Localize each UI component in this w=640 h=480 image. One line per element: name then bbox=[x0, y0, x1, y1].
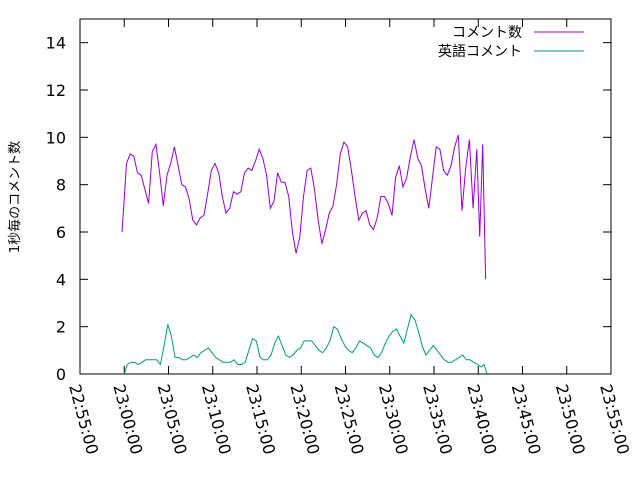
x-tick-label: 23:40:00 bbox=[463, 382, 500, 456]
x-tick-label: 23:10:00 bbox=[198, 382, 235, 456]
y-tick-label: 0 bbox=[56, 365, 66, 384]
y-tick-label: 8 bbox=[56, 176, 66, 195]
y-axis-ticks: 0 2 4 6 8 10 12 14 bbox=[46, 34, 611, 384]
series-lines bbox=[121, 134, 488, 375]
x-tick-label: 23:00:00 bbox=[109, 382, 146, 456]
x-tick-label: 23:55:00 bbox=[596, 382, 633, 456]
plot-frame bbox=[79, 18, 612, 375]
y-tick-label: 6 bbox=[56, 223, 66, 242]
y-tick-label: 4 bbox=[56, 270, 66, 289]
y-tick-label: 10 bbox=[46, 128, 66, 147]
plot-border bbox=[79, 18, 612, 375]
y-tick-label: 14 bbox=[46, 34, 66, 53]
series-line-2 bbox=[123, 313, 488, 375]
x-tick-label: 23:35:00 bbox=[419, 382, 456, 456]
x-axis-ticks: 22:55:00 23:00:00 23:05:00 23:10:00 23:15:00… bbox=[65, 19, 633, 456]
y-axis-label: 1秒毎のコメント数 bbox=[7, 141, 23, 253]
y-tick-label: 2 bbox=[56, 318, 66, 337]
x-tick-label: 23:45:00 bbox=[508, 382, 545, 456]
x-tick-label: 22:55:00 bbox=[65, 382, 102, 456]
x-tick-label: 23:15:00 bbox=[242, 382, 279, 456]
x-tick-label: 23:30:00 bbox=[375, 382, 412, 456]
x-tick-label: 23:20:00 bbox=[286, 382, 323, 456]
legend-label: 英語コメント bbox=[438, 43, 522, 60]
legend-label: コメント数 bbox=[452, 25, 522, 41]
series-line-1 bbox=[121, 134, 487, 280]
x-tick-label: 23:50:00 bbox=[552, 382, 589, 456]
y-tick-label: 12 bbox=[46, 81, 66, 100]
x-tick-label: 23:25:00 bbox=[331, 382, 368, 456]
x-tick-label: 23:05:00 bbox=[154, 382, 191, 456]
